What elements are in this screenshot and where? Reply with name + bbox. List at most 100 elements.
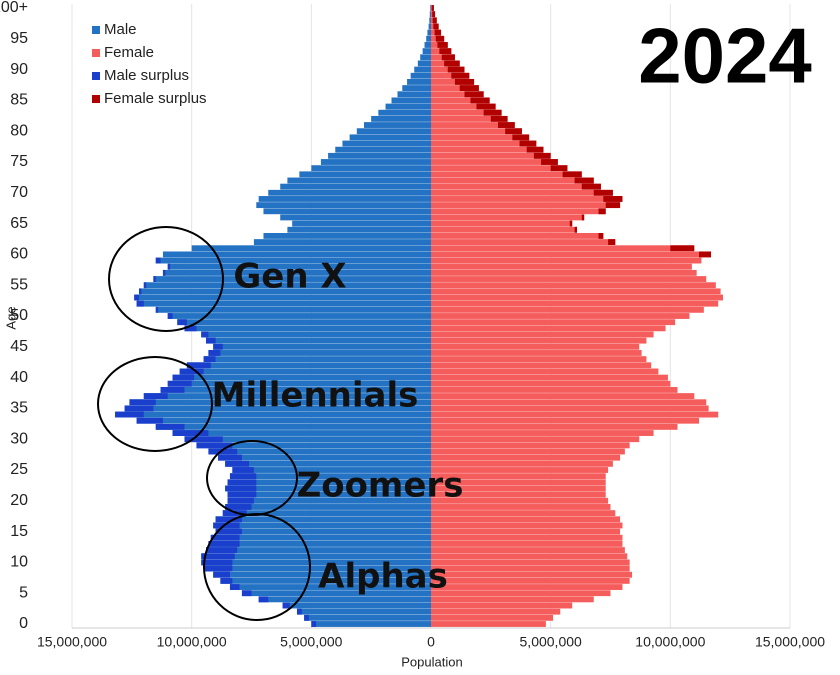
bar (431, 152, 551, 159)
surplus-bar (206, 337, 216, 344)
bar (431, 380, 671, 387)
bar (402, 85, 431, 92)
bar (431, 467, 609, 473)
bar (431, 288, 721, 295)
bar (431, 276, 707, 282)
bar (431, 208, 606, 215)
bar (215, 528, 431, 535)
surplus-bar (451, 72, 470, 79)
bar (292, 220, 431, 227)
surplus-bar (232, 467, 254, 473)
surplus-bar (225, 460, 250, 467)
bar (431, 165, 568, 172)
bar (196, 442, 431, 449)
bar (431, 362, 652, 369)
bar (431, 423, 678, 430)
bar (431, 485, 606, 492)
annotation: Millennials (212, 376, 419, 416)
surplus-bar (196, 442, 233, 449)
bar (217, 454, 431, 461)
y-axis-label: Age (3, 306, 18, 329)
bar (431, 516, 621, 523)
bar (172, 430, 431, 436)
surplus-bar (498, 122, 515, 128)
bar (172, 374, 431, 381)
circle (108, 226, 224, 332)
bar (177, 319, 431, 326)
y-tick-label: 0 (19, 615, 28, 632)
y-tick-label: 35 (10, 400, 28, 417)
surplus-bar (608, 239, 616, 246)
bar (225, 504, 431, 510)
bar (431, 430, 654, 436)
bar (397, 91, 431, 98)
surplus-bar (155, 306, 159, 313)
y-tick-label: 85 (10, 92, 28, 109)
x-tick-label: 5,000,000 (520, 634, 582, 650)
bar (429, 11, 431, 18)
bar (253, 239, 431, 246)
y-tick-label: 55 (10, 276, 28, 293)
bar (431, 399, 707, 406)
legend-swatch (92, 72, 100, 80)
bar (431, 356, 647, 363)
legend-swatch (92, 49, 100, 57)
bar (427, 29, 431, 36)
bar (431, 239, 616, 246)
bar (431, 122, 515, 128)
legend-swatch (92, 26, 100, 34)
bar (206, 337, 431, 344)
y-tick-label: 95 (10, 30, 28, 47)
bar (431, 473, 606, 480)
surplus-bar (603, 196, 623, 202)
bar (208, 448, 431, 455)
surplus-bar (179, 368, 204, 375)
bar (115, 411, 431, 418)
bar (431, 571, 633, 578)
surplus-bar (155, 423, 185, 430)
bar (428, 23, 431, 30)
bar (422, 48, 431, 55)
surplus-bar (574, 177, 594, 184)
y-tick-label: 15 (10, 523, 28, 540)
y-tick-label: 50 (10, 307, 28, 324)
bar (287, 177, 431, 184)
bar (431, 294, 723, 301)
bars (115, 5, 723, 627)
bar (210, 534, 431, 541)
bar (371, 115, 431, 122)
bar (225, 460, 431, 467)
bar (431, 72, 470, 79)
bar (256, 202, 431, 209)
bar (431, 559, 630, 566)
bar (186, 362, 431, 369)
bar (153, 276, 431, 282)
surplus-bar (569, 220, 573, 227)
bar (203, 356, 431, 363)
bar (424, 42, 431, 48)
bar (431, 177, 594, 184)
bar (213, 571, 431, 578)
bar (241, 590, 431, 597)
bar (385, 103, 431, 110)
bar (258, 596, 431, 603)
bar (431, 300, 719, 307)
x-tick-label: 0 (427, 634, 435, 650)
x-tick-label: 15,000,000 (37, 634, 107, 650)
y-tick-label: 80 (10, 122, 28, 139)
bar (184, 436, 431, 443)
annotation: Gen X (233, 257, 346, 297)
surplus-bar (229, 584, 240, 590)
bar (431, 159, 558, 165)
surplus-bar (241, 590, 252, 597)
bar (431, 577, 630, 584)
bar (431, 97, 490, 104)
bar (304, 614, 431, 621)
surplus-bar (186, 362, 211, 369)
surplus-bar (153, 276, 156, 282)
surplus-bar (505, 128, 522, 135)
surplus-bar (296, 608, 302, 615)
surplus-bar (562, 171, 582, 178)
bar (420, 54, 431, 61)
bar (431, 510, 616, 517)
